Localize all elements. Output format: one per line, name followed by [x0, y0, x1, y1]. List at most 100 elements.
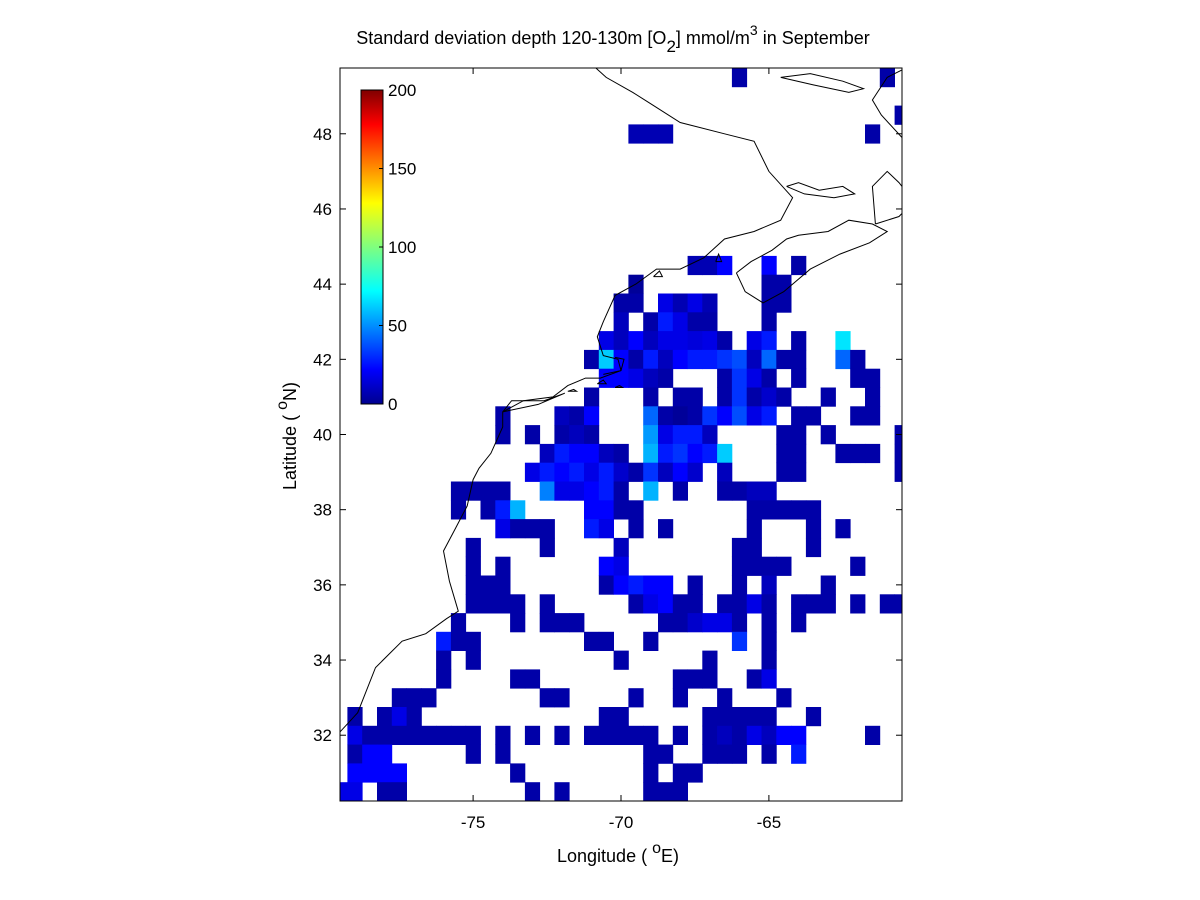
- coastline-island: [715, 252, 723, 263]
- data-cell: [554, 725, 570, 745]
- data-cell: [850, 368, 866, 388]
- data-cell: [613, 481, 629, 501]
- data-cell: [761, 575, 777, 595]
- data-cell: [658, 331, 674, 351]
- data-cell: [658, 594, 674, 614]
- data-cell: [510, 500, 526, 520]
- data-cell: [584, 725, 600, 745]
- data-cell: [835, 519, 851, 539]
- data-cell: [894, 462, 902, 482]
- data-cell: [731, 725, 748, 745]
- data-cell: [628, 575, 644, 595]
- data-cell: [377, 782, 393, 801]
- data-cell: [791, 462, 807, 482]
- data-cell: [613, 556, 629, 576]
- x-axis: -75 -70 -65: [461, 68, 781, 832]
- data-cell: [450, 613, 467, 633]
- data-cell: [672, 349, 688, 370]
- y-tick-label: 46: [313, 200, 332, 219]
- data-cell: [628, 331, 644, 351]
- data-cell: [628, 462, 644, 482]
- data-cell: [761, 707, 777, 727]
- data-cell: [377, 725, 393, 745]
- data-cell: [717, 349, 733, 370]
- data-cell: [510, 594, 526, 614]
- data-cell: [731, 537, 748, 558]
- data-cell: [717, 387, 733, 407]
- data-cell: [776, 725, 792, 745]
- data-cell: [480, 575, 496, 595]
- data-cell: [717, 481, 733, 501]
- data-cell: [658, 519, 674, 539]
- data-cell: [761, 349, 777, 370]
- data-cell: [717, 368, 733, 388]
- data-cell: [377, 707, 393, 727]
- data-cell: [658, 349, 674, 370]
- data-cell: [761, 312, 777, 332]
- data-cell: [495, 556, 511, 576]
- data-cell: [569, 406, 585, 426]
- data-cell: [613, 312, 629, 332]
- data-cell: [613, 293, 629, 313]
- coastline-island: [567, 388, 579, 392]
- data-cell: [465, 537, 481, 558]
- title-mid: ] mmol/m: [676, 28, 750, 48]
- data-cell: [598, 331, 614, 351]
- data-cell: [643, 331, 659, 351]
- data-cell: [628, 368, 644, 388]
- data-cell: [761, 669, 777, 689]
- data-cell: [731, 613, 748, 633]
- data-cell: [510, 669, 526, 689]
- data-cell: [495, 725, 511, 745]
- data-cell: [584, 406, 600, 426]
- data-cell: [895, 801, 910, 820]
- data-cell: [554, 613, 570, 633]
- data-cell: [687, 443, 703, 464]
- data-cell: [820, 575, 836, 595]
- data-cell: [658, 368, 674, 388]
- data-cell: [879, 594, 895, 614]
- data-cell: [746, 500, 762, 520]
- data-cell: [643, 481, 659, 501]
- data-cell: [658, 406, 674, 426]
- data-cell: [731, 707, 748, 727]
- data-cell: [539, 594, 555, 614]
- data-cell: [480, 500, 496, 520]
- data-cell: [850, 443, 866, 464]
- data-cell: [746, 537, 762, 558]
- data-cell: [761, 274, 777, 294]
- data-cell: [524, 725, 541, 745]
- data-cell: [761, 331, 777, 351]
- data-cell: [835, 443, 851, 464]
- data-cell: [628, 349, 644, 370]
- data-cell: [554, 462, 570, 482]
- data-cell: [628, 519, 644, 539]
- data-cell: [524, 669, 541, 689]
- data-cell: [776, 443, 792, 464]
- data-cell: [850, 349, 866, 370]
- data-cell: [347, 782, 363, 801]
- data-cell: [465, 744, 481, 764]
- data-cell: [539, 613, 555, 633]
- data-cell: [613, 331, 629, 351]
- data-cell: [672, 481, 688, 501]
- data-cell: [539, 462, 555, 482]
- data-cell: [791, 443, 807, 464]
- data-cell: [450, 500, 467, 520]
- data-cell: [731, 556, 748, 576]
- data-cell: [791, 331, 807, 351]
- data-cell: [776, 387, 792, 407]
- coastline-island: [653, 270, 664, 278]
- y-tick-label: 36: [313, 576, 332, 595]
- data-cell: [510, 519, 526, 539]
- coastline-cape-cod: [603, 356, 625, 375]
- data-cell: [569, 481, 585, 501]
- data-cell: [658, 801, 673, 820]
- data-cell: [569, 613, 585, 633]
- data-cell: [347, 707, 363, 727]
- data-cell: [584, 425, 600, 445]
- data-cell: [746, 594, 762, 614]
- xlabel-main: Longitude (: [557, 846, 652, 866]
- data-cell: [584, 443, 600, 464]
- data-cell: [761, 631, 777, 651]
